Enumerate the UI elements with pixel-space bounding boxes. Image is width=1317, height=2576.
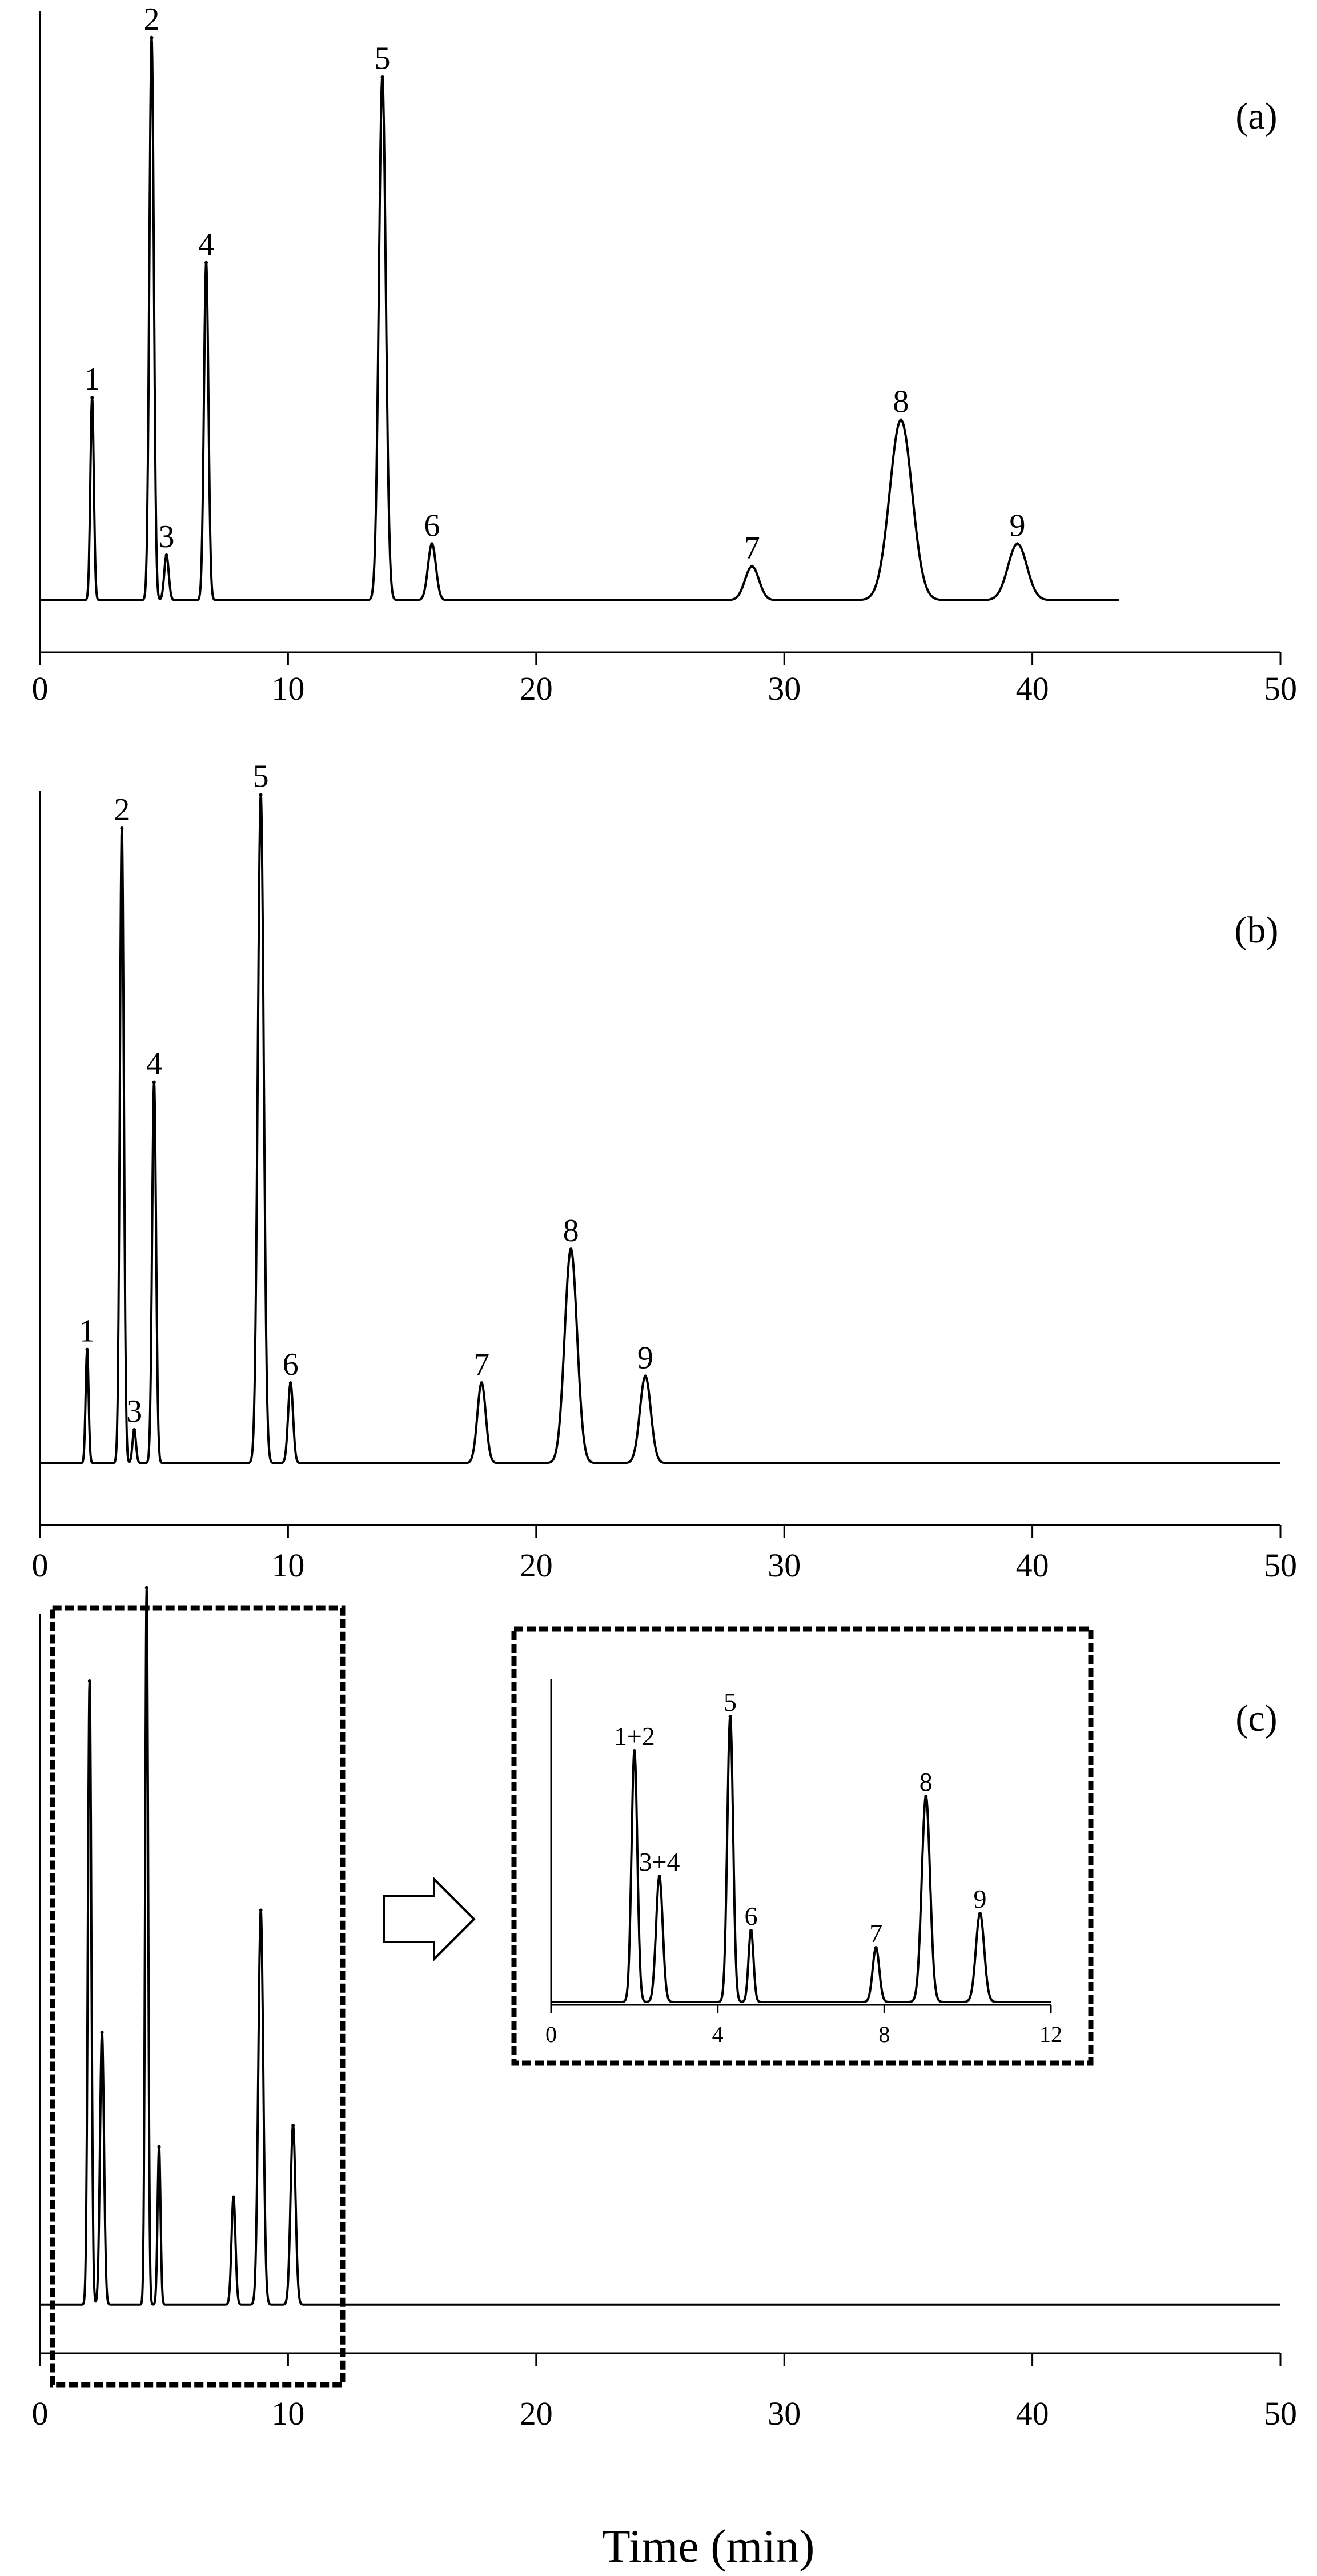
- peak-apex-point: [150, 35, 154, 39]
- peak-apex-point: [90, 396, 94, 400]
- x-tick-label: 12: [1039, 2021, 1062, 2047]
- peak-apex-point: [288, 1381, 292, 1385]
- peak-label: 6: [424, 508, 440, 543]
- peak-apex-point: [749, 1929, 753, 1932]
- x-tick-label: 50: [1264, 2395, 1297, 2432]
- peak-label: 3: [159, 519, 175, 555]
- x-tick-label: 30: [768, 2395, 801, 2432]
- peak-apex-point: [750, 564, 754, 568]
- peak-apex-point: [152, 1080, 156, 1084]
- peak-label: 1: [79, 1314, 95, 1349]
- peak-apex-point: [480, 1381, 484, 1385]
- x-tick-label: 0: [32, 1547, 49, 1584]
- peak-label: 4: [198, 227, 214, 262]
- peak-label: 6: [283, 1347, 299, 1382]
- peak-apex-point: [430, 542, 434, 546]
- panel-label: (a): [1235, 95, 1277, 137]
- peak-apex-point: [85, 1347, 89, 1351]
- zoom-arrow-icon: [383, 1876, 476, 1962]
- peak-label: 9: [1010, 508, 1026, 543]
- peak-apex-point: [380, 75, 384, 79]
- x-tick-label: 50: [1264, 670, 1297, 707]
- x-tick-label: 20: [520, 2395, 553, 2432]
- peak-apex-point: [924, 1795, 928, 1798]
- x-tick-label: 0: [545, 2021, 557, 2047]
- inset-frame: [511, 1626, 1094, 2066]
- x-tick-label: 0: [32, 670, 49, 707]
- peak-apex-point: [632, 1749, 636, 1752]
- peak-label: 7: [744, 531, 760, 566]
- peak-apex-point: [291, 2124, 295, 2128]
- peak-label: 9: [637, 1340, 653, 1375]
- zoom-region-box: [50, 1605, 346, 2388]
- x-tick-label: 20: [520, 670, 553, 707]
- x-tick-label: 10: [271, 2395, 304, 2432]
- peak-label: 8: [920, 1767, 933, 1796]
- panel-c: 0 10 20 30 40 50(c): [32, 1586, 1297, 2432]
- panel-c-inset: 0 4 8 12 1+2 3+4 5 6 7 8 9: [511, 1626, 1094, 2066]
- peak-label: 2: [143, 2, 159, 37]
- peak-apex-point: [204, 260, 208, 264]
- x-tick-label: 50: [1264, 1547, 1297, 1584]
- x-tick-label: 30: [768, 670, 801, 707]
- chromatogram-trace: [39, 793, 1282, 1464]
- x-tick-label: 0: [32, 2395, 49, 2432]
- peak-label: 5: [253, 759, 269, 795]
- peak-label: 5: [724, 1687, 737, 1716]
- peak-apex-point: [164, 553, 168, 557]
- peak-apex-point: [120, 826, 124, 830]
- peak-apex-point: [657, 1875, 661, 1878]
- peak-apex-point: [100, 2030, 104, 2034]
- x-tick-label: 8: [878, 2021, 890, 2047]
- x-tick-label: 40: [1016, 1547, 1049, 1584]
- peak-apex-point: [144, 1586, 148, 1590]
- peak-label: 8: [893, 384, 909, 420]
- chromatogram-trace: [39, 36, 1121, 601]
- x-tick-label: 4: [712, 2021, 724, 2047]
- peak-label: 3+4: [639, 1847, 680, 1876]
- peak-apex-point: [978, 1912, 982, 1915]
- panel-label: (c): [1235, 1698, 1277, 1739]
- peak-apex-point: [231, 2195, 235, 2199]
- peak-label: 7: [473, 1347, 489, 1382]
- x-tick-label: 40: [1016, 670, 1049, 707]
- peak-label: 8: [563, 1213, 579, 1249]
- peak-label: 6: [745, 1901, 758, 1931]
- x-tick-label: 10: [271, 670, 304, 707]
- x-axis-title: Time (min): [602, 2520, 815, 2572]
- x-tick-label: 20: [520, 1547, 553, 1584]
- peak-apex-point: [259, 1908, 263, 1912]
- peak-label: 2: [114, 792, 130, 828]
- peak-apex-point: [569, 1247, 573, 1251]
- peak-apex-point: [899, 418, 903, 422]
- chromatogram-trace: [39, 1586, 1282, 2306]
- peak-apex-point: [132, 1428, 136, 1431]
- peak-apex-point: [874, 1946, 878, 1949]
- peak-apex-point: [1015, 542, 1019, 546]
- peak-apex-point: [643, 1374, 647, 1378]
- peak-apex-point: [157, 2145, 161, 2149]
- panel-a: 0 10 20 30 40 50 1 2 3 4 5 6 7 8 9 (a): [32, 2, 1298, 707]
- panel-b: 0 10 20 30 40 50 1 2 3 4 5 6 7 8 9 (b): [32, 759, 1298, 1584]
- peak-label: 1: [84, 362, 100, 397]
- x-tick-label: 30: [768, 1547, 801, 1584]
- panel-label: (b): [1235, 909, 1279, 951]
- peak-apex-point: [728, 1715, 732, 1718]
- peak-label: 4: [146, 1046, 162, 1082]
- peak-label: 5: [374, 41, 390, 77]
- x-tick-label: 10: [271, 1547, 304, 1584]
- peak-label: 7: [869, 1919, 882, 1948]
- peak-label: 9: [974, 1884, 987, 1913]
- peak-label: 1+2: [614, 1722, 655, 1751]
- peak-apex-point: [87, 1679, 91, 1683]
- x-tick-label: 40: [1016, 2395, 1049, 2432]
- peak-apex-point: [259, 793, 263, 797]
- peak-label: 3: [126, 1394, 142, 1429]
